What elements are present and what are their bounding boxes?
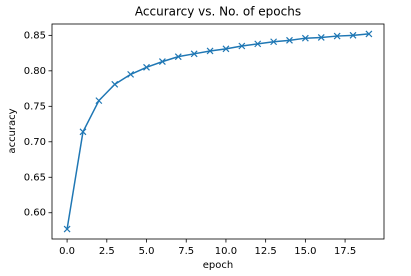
marker [349, 31, 357, 39]
marker [127, 70, 135, 78]
x-tick-label: 10.0 [215, 246, 237, 257]
x-tick-label: 0.0 [59, 246, 75, 257]
marker [238, 42, 246, 50]
marker [333, 32, 341, 40]
x-tick-label: 7.5 [178, 246, 194, 257]
marker [286, 36, 293, 44]
line [66, 33, 369, 230]
x-tick-label: 2.5 [99, 246, 115, 257]
marker [63, 225, 71, 233]
plot-frame [51, 23, 385, 240]
x-tick-label: 5.0 [139, 246, 155, 257]
y-tick-label: 0.65 [24, 172, 46, 183]
x-tick-label: 17.5 [334, 246, 356, 257]
x-tick-label: 12.5 [255, 246, 277, 257]
y-tick-label: 0.75 [24, 101, 46, 112]
marker [317, 34, 325, 41]
marker [111, 80, 119, 88]
marker [190, 50, 198, 58]
marker [79, 128, 87, 136]
y-tick-label: 0.70 [24, 137, 46, 148]
marker [254, 40, 262, 48]
marker [222, 45, 230, 53]
marker [95, 97, 103, 105]
x-axis-label: epoch [203, 260, 233, 271]
marker [270, 38, 278, 46]
marker [143, 63, 150, 71]
x-tick-label: 15.0 [294, 246, 316, 257]
y-axis-label: accuracy [7, 108, 18, 153]
marker [158, 58, 166, 66]
chart-title: Accurarcy vs. No. of epochs [135, 5, 301, 19]
marker [174, 53, 182, 61]
y-tick-label: 0.60 [24, 208, 46, 219]
y-tick-label: 0.80 [24, 66, 46, 77]
marker [301, 34, 309, 42]
marker [365, 30, 373, 38]
marker [206, 47, 214, 55]
y-tick-label: 0.85 [24, 30, 46, 41]
